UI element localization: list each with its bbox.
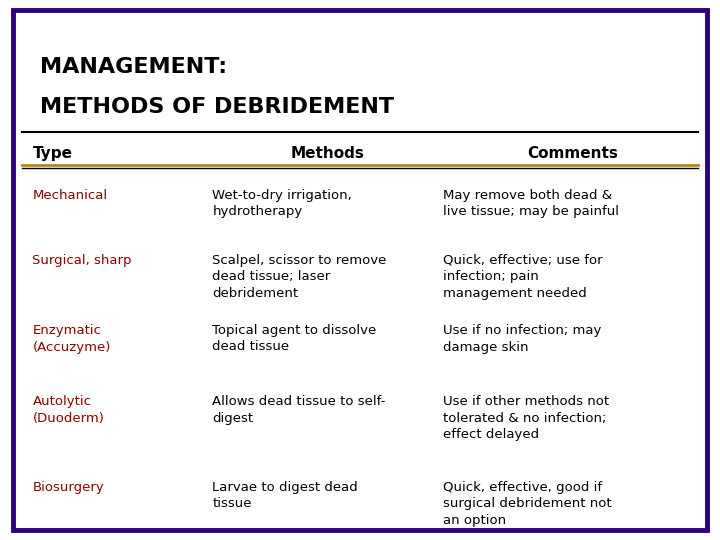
Text: Scalpel, scissor to remove
dead tissue; laser
debridement: Scalpel, scissor to remove dead tissue; … (212, 254, 387, 300)
Text: May remove both dead &
live tissue; may be painful: May remove both dead & live tissue; may … (443, 189, 618, 219)
Text: Use if other methods not
tolerated & no infection;
effect delayed: Use if other methods not tolerated & no … (443, 395, 609, 441)
Text: Surgical, sharp: Surgical, sharp (32, 254, 132, 267)
Text: Mechanical: Mechanical (32, 189, 107, 202)
Text: Larvae to digest dead
tissue: Larvae to digest dead tissue (212, 481, 358, 510)
Text: Comments: Comments (527, 146, 618, 161)
Text: Quick, effective; use for
infection; pain
management needed: Quick, effective; use for infection; pai… (443, 254, 603, 300)
Text: Methods: Methods (291, 146, 364, 161)
FancyBboxPatch shape (13, 10, 707, 530)
Text: MANAGEMENT:: MANAGEMENT: (40, 57, 227, 77)
Text: METHODS OF DEBRIDEMENT: METHODS OF DEBRIDEMENT (40, 97, 394, 117)
Text: Wet-to-dry irrigation,
hydrotherapy: Wet-to-dry irrigation, hydrotherapy (212, 189, 352, 219)
Text: Autolytic
(Duoderm): Autolytic (Duoderm) (32, 395, 104, 425)
Text: Topical agent to dissolve
dead tissue: Topical agent to dissolve dead tissue (212, 324, 377, 354)
Text: Use if no infection; may
damage skin: Use if no infection; may damage skin (443, 324, 601, 354)
Text: Type: Type (32, 146, 73, 161)
Text: Biosurgery: Biosurgery (32, 481, 104, 494)
Text: Quick, effective, good if
surgical debridement not
an option: Quick, effective, good if surgical debri… (443, 481, 611, 526)
Text: Enzymatic
(Accuzyme): Enzymatic (Accuzyme) (32, 324, 111, 354)
Text: Allows dead tissue to self-
digest: Allows dead tissue to self- digest (212, 395, 386, 425)
